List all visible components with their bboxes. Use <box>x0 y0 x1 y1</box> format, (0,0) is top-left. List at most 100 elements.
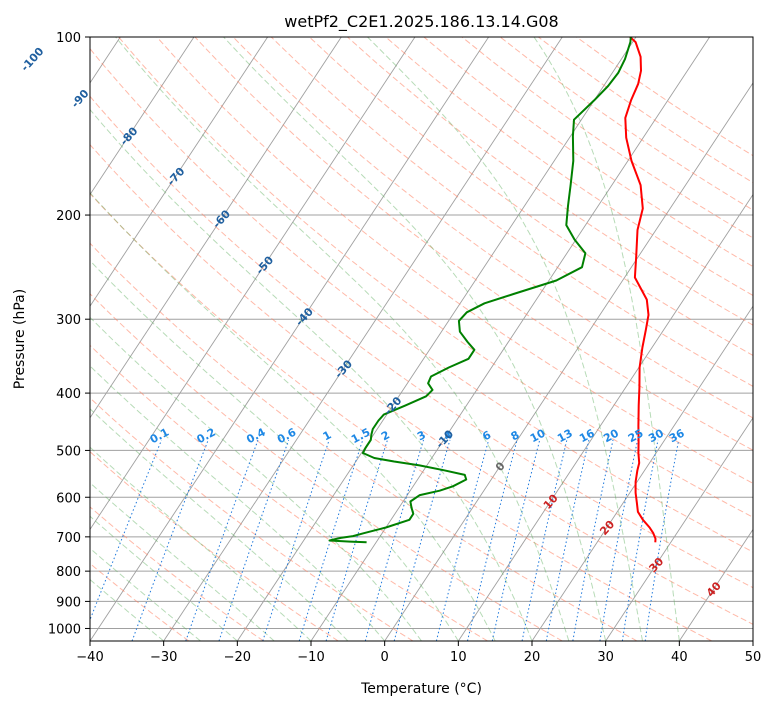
dry-adiabat-line <box>270 37 753 387</box>
isotherm-label: -30 <box>332 357 355 381</box>
y-tick-label: 600 <box>56 491 81 506</box>
isotherm-line <box>90 37 195 196</box>
dry-adiabat-line <box>576 37 753 157</box>
moist-adiabat-line <box>90 316 422 641</box>
moist-adiabat-line <box>90 408 349 641</box>
isotherm-line <box>457 193 753 641</box>
mixing-ratio-line <box>298 439 364 641</box>
dewpoint-profile-line <box>328 37 632 544</box>
x-tick-label: 30 <box>597 650 614 665</box>
dry-adiabat-line <box>90 143 753 625</box>
mixing-ratio-line <box>572 439 614 641</box>
y-tick-label: 500 <box>56 444 81 459</box>
dry-adiabat-line <box>309 37 753 357</box>
mixing-ratio-label: 10 <box>528 426 548 445</box>
mixing-ratio-label: 30 <box>646 426 666 445</box>
moist-adiabat-line <box>90 578 165 641</box>
dry-adiabat-line <box>90 451 339 641</box>
chart-title: wetPf2_C2E1.2025.186.13.14.G08 <box>284 12 558 32</box>
dry-adiabat-line <box>90 293 563 641</box>
dry-adiabat-line <box>90 242 638 641</box>
dry-adiabat-line <box>156 37 753 484</box>
dry-adiabat-line <box>90 344 488 641</box>
mixing-ratio-line <box>131 439 209 641</box>
y-tick-label: 900 <box>56 595 81 610</box>
x-tick-label: 40 <box>671 650 688 665</box>
isotherm-label: -100 <box>18 45 46 74</box>
temperature-profile-line <box>624 37 657 543</box>
mixing-ratio-label: 25 <box>626 427 646 446</box>
mixing-ratio-label: 3 <box>415 428 428 443</box>
dry-adiabat-line <box>423 37 753 268</box>
background-lines <box>90 37 753 641</box>
moist-adiabat-line <box>90 515 238 641</box>
mixing-ratio-line <box>467 439 518 641</box>
plot-frame <box>89 36 754 642</box>
y-axis-label: Pressure (hPa) <box>12 289 28 389</box>
profile-lines <box>328 37 657 544</box>
mixing-ratio-label: 20 <box>601 426 621 445</box>
y-tick-label: 200 <box>56 209 81 224</box>
isotherm-line <box>678 528 753 641</box>
moist-adiabat-line <box>90 259 459 641</box>
isotherm-label: -80 <box>118 124 141 148</box>
dry-adiabat-line <box>232 37 753 419</box>
moist-adiabat-line <box>115 37 570 641</box>
x-tick-label: 10 <box>450 650 467 665</box>
mixing-ratio-line <box>364 439 424 641</box>
moist-adiabat-line <box>90 482 275 641</box>
isotherm-label: -60 <box>210 207 233 231</box>
dry-adiabat-line <box>90 397 414 641</box>
y-tick-label: 400 <box>56 387 81 402</box>
isotherm-line <box>384 82 753 641</box>
isotherm-line <box>605 416 753 641</box>
isotherm-label: 20 <box>597 518 617 538</box>
mixing-ratio-label: 6 <box>480 428 493 443</box>
mixing-ratio-line <box>393 439 451 641</box>
x-axis-label: Temperature (°C) <box>360 681 482 697</box>
mixing-ratio-label: 16 <box>577 426 597 445</box>
dry-adiabat-line <box>90 95 753 589</box>
x-tick-label: 20 <box>524 650 541 665</box>
isotherm-label: -10 <box>433 427 456 451</box>
mixing-ratio-line <box>644 439 680 641</box>
mixing-ratio-line <box>521 439 568 641</box>
isotherm-line <box>90 37 416 531</box>
isotherm-label: -40 <box>293 305 316 329</box>
isotherm-label: 30 <box>646 555 666 575</box>
isotherm-line <box>531 305 753 641</box>
mixing-ratio-line <box>599 439 639 641</box>
mixing-ratio-label: 0.2 <box>195 426 218 447</box>
moist-adiabat-line <box>90 365 386 641</box>
y-tick-label: 300 <box>56 313 81 328</box>
isotherm-line <box>90 37 490 641</box>
moist-adiabat-line <box>367 37 643 641</box>
x-tick-label: −10 <box>297 650 324 665</box>
dry-adiabat-line <box>90 192 712 641</box>
mixing-ratio-label: 0.1 <box>148 426 171 447</box>
moist-adiabat-line <box>533 37 680 641</box>
mixing-ratio-line <box>435 439 490 641</box>
y-tick-label: 800 <box>56 565 81 580</box>
mixing-ratio-line <box>218 439 290 641</box>
mixing-ratio-line <box>262 439 330 641</box>
axis-ticks: −40 −30 −20 −10 0 10 20 30 40 5010020030040050060… <box>48 31 761 665</box>
mixing-ratio-label: 36 <box>667 426 687 445</box>
dry-adiabat-line <box>461 37 753 239</box>
dry-adiabat-line <box>90 506 264 641</box>
mixing-ratio-line <box>90 439 163 622</box>
mixing-ratio-label: 0.6 <box>275 425 299 446</box>
isotherm-label: -70 <box>165 165 188 189</box>
mixing-ratio-line <box>545 439 590 641</box>
x-tick-label: −20 <box>224 650 251 665</box>
y-tick-label: 1000 <box>48 622 81 637</box>
dry-adiabat-line <box>90 562 190 641</box>
isotherm-label: 0 <box>493 459 508 474</box>
dry-adiabat-line <box>118 37 753 518</box>
isotherm-line <box>752 640 753 641</box>
isotherm-line <box>163 37 563 641</box>
moist-adiabat-line <box>223 37 607 641</box>
moist-adiabat-line <box>90 547 201 641</box>
moist-adiabat-line <box>90 192 496 641</box>
